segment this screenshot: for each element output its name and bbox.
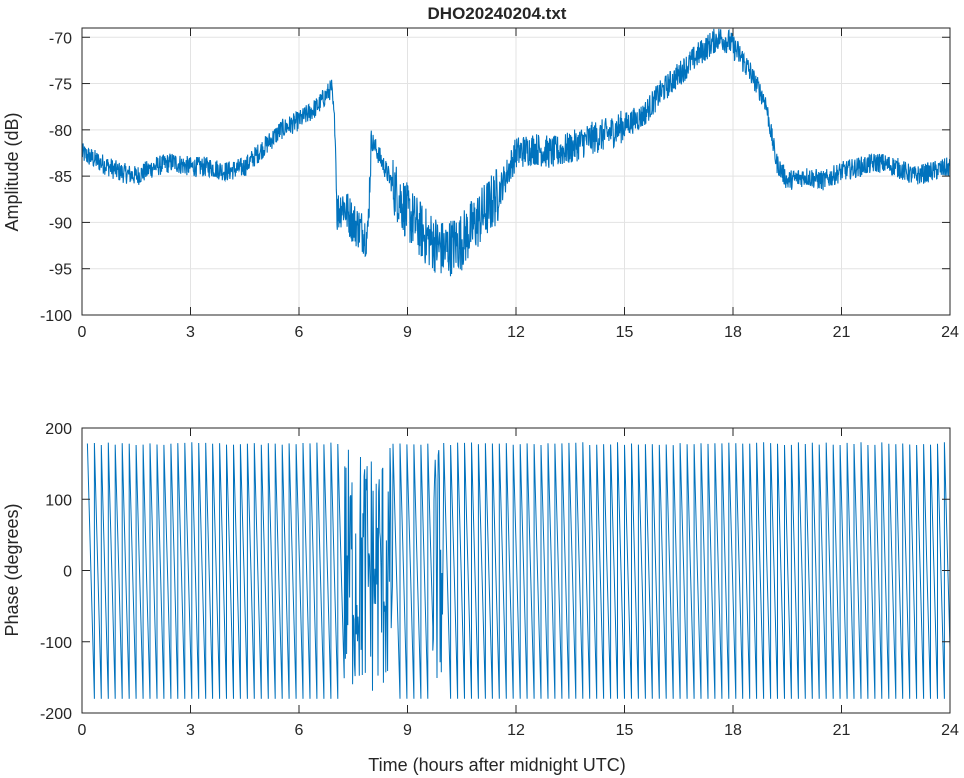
phase-x-tick-label: 0 (78, 722, 87, 739)
phase-x-tick-label: 15 (616, 722, 634, 739)
phase-x-tick-label: 12 (507, 722, 525, 739)
phase-y-tick-label: -100 (40, 635, 72, 652)
phase-y-tick-label: -200 (40, 706, 72, 723)
phase-x-tick-label: 18 (724, 722, 742, 739)
phase-y-tick-label: 0 (63, 564, 72, 581)
amplitude-y-axis-label: Amplitude (dB) (2, 112, 22, 231)
phase-y-ticks: 200 100 0 -100 -200 (40, 421, 950, 723)
amplitude-y-tick-label: -85 (49, 169, 72, 186)
amplitude-y-tick-label: -75 (49, 77, 72, 94)
phase-y-tick-label: 200 (45, 421, 72, 438)
phase-y-axis-label: Phase (degrees) (2, 503, 22, 636)
phase-y-tick-label: 100 (45, 492, 72, 509)
amplitude-x-tick-label: 0 (78, 324, 87, 341)
chart-title: DHO20240204.txt (428, 4, 567, 23)
amplitude-y-ticks: -70 -75 -80 -85 -90 -95 -100 (40, 30, 950, 325)
amplitude-series-line (81, 28, 951, 277)
phase-x-tick-label: 9 (403, 722, 412, 739)
amplitude-axes: 0 3 6 9 12 15 18 21 24 -70 -75 -80 -85 -90 -95 -100 DH… (2, 4, 959, 341)
amplitude-x-tick-label: 15 (616, 324, 634, 341)
amplitude-x-tick-label: 6 (295, 324, 304, 341)
phase-series-line (86, 442, 951, 699)
amplitude-x-tick-label: 24 (941, 324, 959, 341)
amplitude-y-tick-label: -100 (40, 308, 72, 325)
phase-x-tick-label: 21 (833, 722, 851, 739)
amplitude-y-tick-label: -95 (49, 262, 72, 279)
amplitude-x-tick-label: 12 (507, 324, 525, 341)
amplitude-y-tick-label: -90 (49, 215, 72, 232)
phase-x-tick-label: 3 (186, 722, 195, 739)
phase-x-ticks: 0 3 6 9 12 15 18 21 24 (78, 428, 959, 739)
phase-x-tick-label: 24 (941, 722, 959, 739)
amplitude-x-tick-label: 21 (833, 324, 851, 341)
phase-axes: 0 3 6 9 12 15 18 21 24 200 100 0 -100 -200 Time (hou… (2, 421, 959, 775)
amplitude-x-tick-label: 9 (403, 324, 412, 341)
phase-x-axis-label: Time (hours after midnight UTC) (368, 755, 625, 775)
amplitude-x-tick-label: 18 (724, 324, 742, 341)
amplitude-x-tick-label: 3 (186, 324, 195, 341)
amplitude-series (81, 28, 951, 277)
amplitude-y-tick-label: -80 (49, 123, 72, 140)
amplitude-x-ticks: 0 3 6 9 12 15 18 21 24 (78, 28, 959, 341)
phase-x-tick-label: 6 (295, 722, 304, 739)
phase-series (86, 442, 951, 699)
amplitude-y-tick-label: -70 (49, 30, 72, 47)
